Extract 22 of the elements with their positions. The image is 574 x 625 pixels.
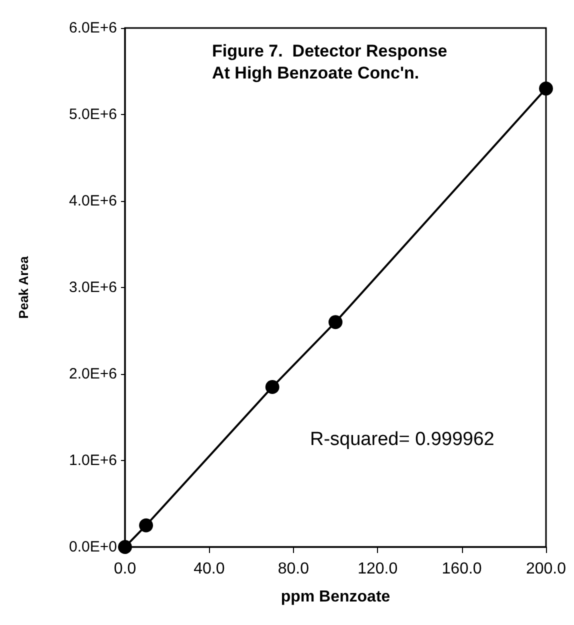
annotation: R-squared= 0.999962: [310, 429, 494, 450]
x-tick-label: 40.0: [194, 560, 225, 578]
y-tick-label: 0.0E+0: [69, 538, 117, 556]
point: [139, 518, 154, 532]
x-tick-label: 160.0: [442, 560, 482, 578]
y-tick-label: 2.0E+6: [69, 366, 117, 382]
x-tick-label: 200.0: [526, 560, 566, 578]
point: [539, 82, 553, 96]
y-tick-label: 3.0E+6: [69, 279, 117, 296]
y-tick-label: 4.0E+6: [69, 192, 117, 210]
y-tick-label: 6.0E+6: [69, 20, 117, 36]
x-axis-title: ppm Benzoate: [280, 588, 390, 606]
point: [118, 540, 132, 554]
y-tick-label: 1.0E+6: [69, 452, 117, 469]
y-axis-title: Peak Area: [16, 256, 31, 319]
y-tick-label: 5.0E+6: [69, 106, 117, 123]
point: [328, 315, 342, 330]
x-tick-label: 0.0: [114, 560, 136, 578]
text: Figure 7. Detector Response At High Benzoate Conc'n.: [212, 42, 448, 82]
x-tick-label: 80.0: [278, 560, 310, 578]
x-tick-label: 120.0: [358, 560, 398, 578]
point: [265, 380, 280, 394]
